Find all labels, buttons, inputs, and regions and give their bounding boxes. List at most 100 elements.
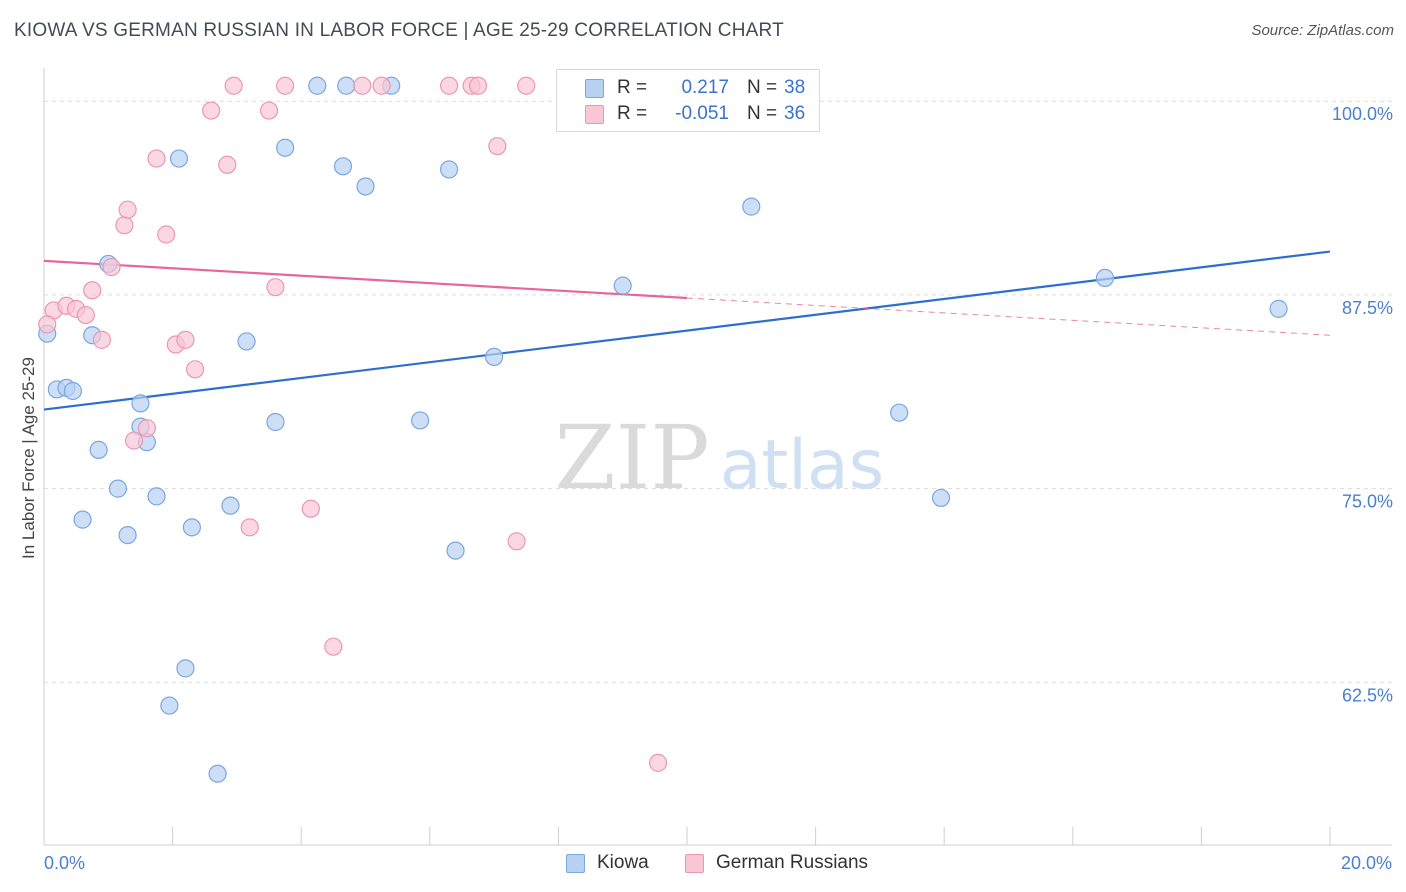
german-russians-point <box>118 200 137 219</box>
kiowa-point <box>89 440 108 459</box>
german-russians-point <box>648 753 668 772</box>
kiowa-swatch <box>585 78 604 98</box>
german-russians-point <box>439 76 459 95</box>
german-russians-point <box>38 315 57 334</box>
stats-legend: R = 0.217 N = 38 R = -0.051 N = 36 <box>556 69 820 132</box>
y-tick-label: 87.5% <box>1342 298 1393 318</box>
kiowa-trend-line <box>43 250 1331 411</box>
german-russians-point <box>124 431 144 450</box>
kiowa-point <box>439 160 459 179</box>
german-russians-swatch <box>585 104 604 124</box>
kiowa-point <box>237 332 256 351</box>
kiowa-point <box>485 347 504 367</box>
legend-n-label: N = <box>747 77 778 98</box>
german-russians-point <box>176 330 195 349</box>
german-russians-point <box>259 101 279 120</box>
legend-row-german-russians: R = -0.051 N = 36 <box>557 101 805 127</box>
kiowa-point <box>333 157 353 176</box>
kiowa-point <box>266 412 285 432</box>
kiowa-point <box>73 510 92 529</box>
german-russians-trend-line <box>43 259 688 300</box>
kiowa-point <box>308 76 327 95</box>
gridlines <box>44 100 1392 683</box>
kiowa-point <box>147 487 166 506</box>
kiowa-point <box>169 149 189 168</box>
kiowa-point <box>337 76 356 95</box>
kiowa-point <box>1095 268 1115 287</box>
legend-label-kiowa: Kiowa <box>597 852 649 873</box>
source-label: Source: ZipAtlas.com <box>1251 22 1394 39</box>
kiowa-point <box>613 276 632 295</box>
kiowa-point <box>63 381 83 401</box>
kiowa-point <box>108 479 128 498</box>
watermark-zip: ZIP <box>554 406 709 509</box>
series-legend: Kiowa German Russians <box>0 852 1406 876</box>
legend-item-german-russians[interactable]: German Russians <box>685 852 868 874</box>
y-axis-title: In Labor Force | Age 25-29 <box>19 357 38 559</box>
kiowa-point <box>208 764 227 783</box>
kiowa-point <box>182 518 201 537</box>
x-tick-label: 20.0% <box>1341 853 1392 873</box>
legend-label-german-russians: German Russians <box>716 852 869 873</box>
legend-n-value: 36 <box>784 103 806 124</box>
kiowa-point <box>276 138 295 157</box>
german-russians-point <box>240 518 259 537</box>
german-russians-point <box>301 499 320 518</box>
y-tick-label: 75.0% <box>1342 492 1393 512</box>
german-russians-point <box>218 155 237 174</box>
kiowa-point <box>160 696 179 715</box>
german-russians-point <box>517 76 536 95</box>
watermark: ZIP atlas <box>554 406 884 509</box>
legend-item-kiowa[interactable]: Kiowa <box>566 852 649 874</box>
german-russians-trend-line <box>686 297 1331 336</box>
legend-row-kiowa: R = 0.217 N = 38 <box>557 75 805 101</box>
german-russians-point <box>115 216 134 235</box>
kiowa-point <box>176 659 195 678</box>
german-russians-swatch <box>685 853 704 873</box>
kiowa-point <box>411 411 430 430</box>
legend-n-value: 38 <box>784 77 806 98</box>
kiowa-point <box>356 177 375 196</box>
y-tick-label: 100.0% <box>1332 104 1393 124</box>
legend-n-label: N = <box>747 103 778 124</box>
german-russians-point <box>137 419 156 438</box>
kiowa-point <box>1269 299 1288 318</box>
german-russians-point <box>324 637 343 656</box>
german-russians-point <box>372 76 391 95</box>
kiowa-point <box>742 197 761 216</box>
y-tick-label: 62.5% <box>1342 685 1393 705</box>
german-russians-point <box>102 257 121 277</box>
legend-r-label: R = <box>617 77 648 98</box>
axes <box>43 68 1392 846</box>
german-russians-point <box>186 360 205 379</box>
german-russians-point <box>92 330 111 349</box>
german-russians-point <box>266 278 285 297</box>
german-russians-point <box>76 305 95 325</box>
watermark-atlas: atlas <box>720 426 884 505</box>
german-russians-point <box>507 532 526 551</box>
x-tick-label: 0.0% <box>44 853 85 873</box>
kiowa-point <box>446 541 465 560</box>
german-russians-point <box>488 137 507 156</box>
german-russians-point <box>157 225 176 244</box>
german-russians-point <box>468 76 488 95</box>
kiowa-point <box>118 526 137 545</box>
german-russians-point <box>202 101 221 120</box>
kiowa-swatch <box>566 853 585 873</box>
german-russians-point <box>353 76 372 95</box>
kiowa-point <box>890 403 909 422</box>
legend-r-label: R = <box>617 103 648 124</box>
tick-labels: 62.5% 75.0% 87.5% 100.0% 0.0% 20.0% <box>44 104 1393 873</box>
kiowa-point <box>931 488 951 508</box>
german-russians-point <box>83 281 102 300</box>
legend-r-value: -0.051 <box>675 103 729 124</box>
kiowa-point <box>131 394 150 413</box>
trend-lines <box>43 250 1331 411</box>
german-russians-point <box>147 149 166 168</box>
german-russians-point <box>276 76 295 95</box>
german-russians-point <box>224 76 243 95</box>
chart-title: KIOWA VS GERMAN RUSSIAN IN LABOR FORCE |… <box>14 20 784 41</box>
legend-r-value: 0.217 <box>681 77 729 98</box>
kiowa-point <box>221 496 240 515</box>
